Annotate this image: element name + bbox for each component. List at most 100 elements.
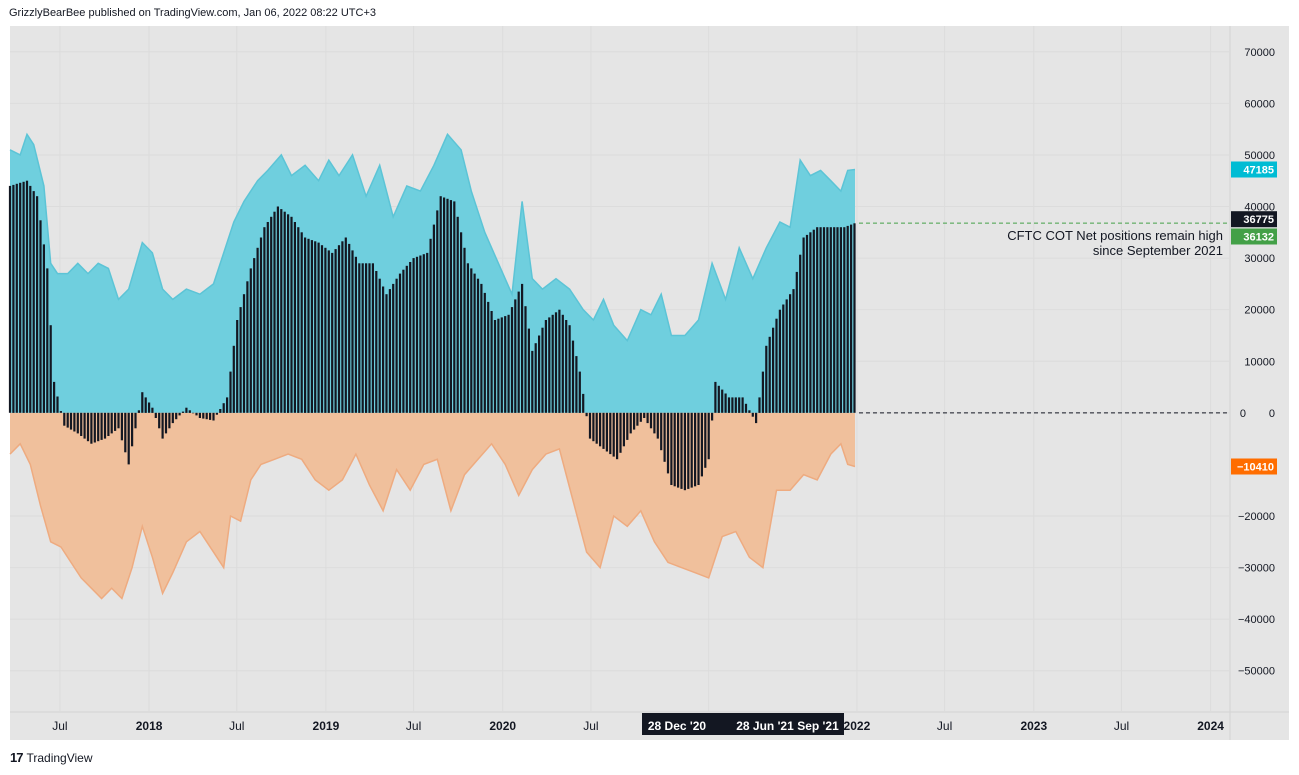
net-bar [683, 412, 686, 491]
net-bar [592, 412, 595, 442]
price-label-green: 36132 [1243, 232, 1274, 244]
net-bar [36, 196, 39, 413]
net-bar [66, 412, 69, 428]
net-bar [341, 241, 344, 413]
net-bar [398, 273, 402, 413]
net-bar [839, 227, 842, 413]
net-bar [480, 283, 483, 413]
time-axis-background [10, 712, 1230, 740]
net-bar [395, 278, 398, 413]
net-bar [663, 412, 666, 462]
net-bar [300, 232, 303, 413]
net-bar [290, 216, 293, 413]
net-bar [578, 371, 581, 413]
net-bar [337, 245, 341, 413]
net-bar [670, 412, 673, 485]
net-bar [741, 397, 744, 413]
price-label-long-bg [1231, 161, 1277, 178]
x-tick-label: Jul [937, 719, 952, 733]
net-bar [568, 325, 571, 413]
net-bar [8, 185, 12, 413]
y-tick-label: 40000 [1244, 202, 1275, 214]
net-bar [585, 412, 588, 417]
net-bar [785, 299, 788, 413]
net-bar [154, 412, 157, 418]
price-label-short-bg [1231, 458, 1277, 475]
net-bar [602, 412, 605, 449]
net-bar [192, 412, 195, 414]
net-bar [704, 412, 707, 468]
net-bar [660, 412, 663, 451]
net-bar [49, 325, 52, 413]
net-bar [504, 316, 507, 413]
net-bar [25, 180, 29, 413]
tradingview-logo[interactable]: 17 TradingView [10, 750, 93, 765]
net-bar [188, 410, 191, 413]
net-bar [426, 252, 429, 413]
net-bar [93, 412, 96, 443]
net-bar [222, 403, 225, 413]
net-bar [649, 412, 653, 429]
tradingview-brand: TradingView [26, 750, 93, 765]
net-bar [127, 412, 130, 465]
x-tick-label: 2022 [844, 719, 871, 733]
net-bar [805, 234, 809, 413]
net-bar [565, 320, 568, 413]
net-bar [100, 412, 103, 440]
net-bar [846, 225, 849, 413]
net-bar [439, 196, 442, 413]
net-bar [110, 412, 113, 434]
net-bar [239, 307, 242, 413]
net-bar [700, 412, 703, 477]
net-bar [32, 191, 35, 413]
net-bar [755, 412, 758, 424]
net-bar [56, 396, 59, 413]
net-bar [500, 317, 503, 413]
net-bar [392, 283, 395, 413]
net-bar [690, 412, 693, 488]
net-bar [687, 412, 690, 489]
net-bar [789, 294, 792, 413]
net-bar [402, 269, 405, 413]
net-bar [266, 222, 269, 413]
net-bar [833, 227, 836, 413]
net-bar [802, 237, 805, 413]
net-bar [175, 412, 178, 420]
net-bar [422, 254, 425, 413]
net-bar [415, 256, 419, 413]
net-bar [571, 340, 575, 413]
net-bar [229, 371, 232, 413]
net-bar [317, 242, 320, 413]
net-bar [419, 255, 422, 413]
net-bar [351, 250, 354, 413]
net-bar [388, 289, 391, 413]
net-bar [517, 291, 520, 413]
x-tick-label: 2019 [313, 719, 340, 733]
net-bar [63, 412, 66, 426]
net-bar [551, 314, 554, 413]
net-bar [497, 318, 500, 413]
x-tick-label: Jul [1114, 719, 1129, 733]
net-bar [246, 281, 249, 413]
net-bar [236, 320, 239, 413]
net-bar [721, 389, 724, 413]
annotation-line-1: CFTC COT Net positions remain high [1007, 228, 1223, 243]
net-bar [490, 311, 493, 413]
net-bar [622, 412, 625, 447]
net-bar [677, 412, 680, 488]
net-bar [473, 273, 476, 413]
net-bar [768, 336, 771, 413]
net-bar [59, 411, 62, 413]
y-tick-label: 60000 [1244, 98, 1275, 110]
net-bar [724, 393, 727, 413]
grid [10, 26, 1230, 712]
net-bar [365, 263, 368, 413]
net-bar [226, 397, 229, 413]
net-bar [758, 397, 761, 413]
net-bar [412, 258, 415, 413]
net-bar [819, 227, 822, 413]
net-bar [782, 304, 785, 413]
price-label-green-bg [1231, 228, 1277, 245]
net-bar [582, 393, 585, 413]
net-bar [232, 345, 235, 413]
